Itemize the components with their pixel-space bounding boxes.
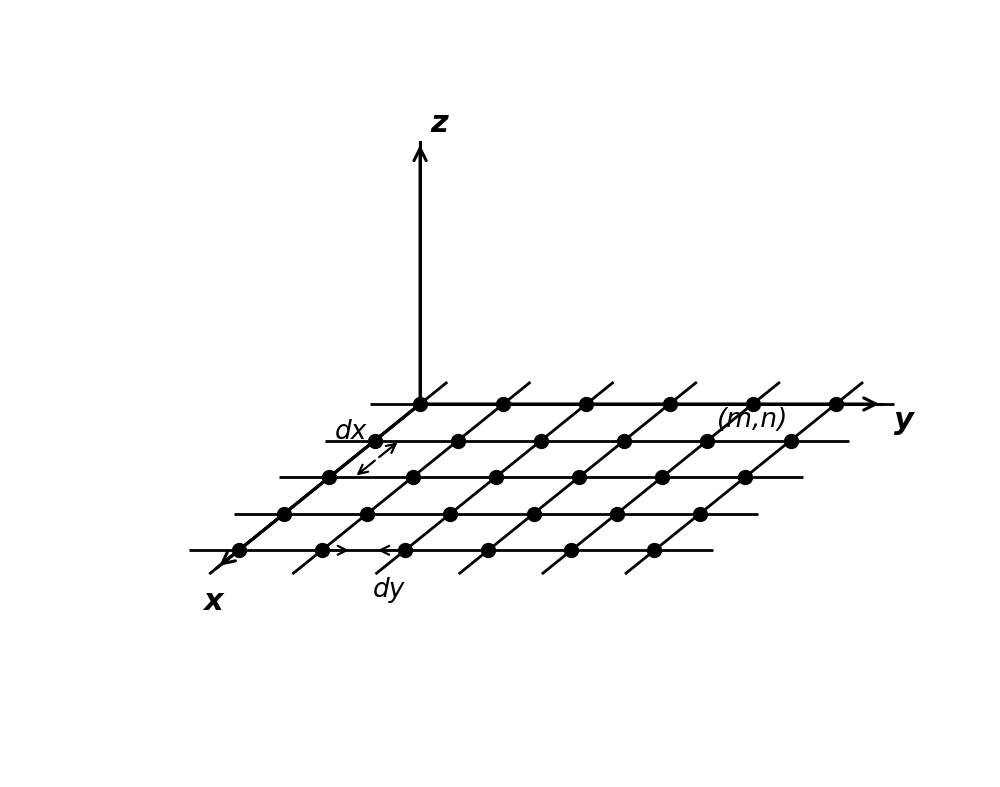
Point xyxy=(480,544,496,556)
Point xyxy=(692,508,708,520)
Point xyxy=(405,471,421,483)
Point xyxy=(646,544,662,556)
Point xyxy=(442,508,458,520)
Point xyxy=(783,434,799,447)
Text: dy: dy xyxy=(373,577,405,603)
Point xyxy=(571,471,587,483)
Point xyxy=(276,508,292,520)
Text: (m,n): (m,n) xyxy=(717,407,788,433)
Text: y: y xyxy=(894,406,914,435)
Point xyxy=(314,544,330,556)
Point xyxy=(745,397,761,410)
Point xyxy=(488,471,504,483)
Text: x: x xyxy=(204,587,223,616)
Point xyxy=(654,471,670,483)
Point xyxy=(578,397,594,410)
Point xyxy=(737,471,753,483)
Point xyxy=(495,397,511,410)
Point xyxy=(397,544,413,556)
Point xyxy=(359,508,375,520)
Point xyxy=(609,508,625,520)
Point xyxy=(367,434,383,447)
Point xyxy=(526,508,542,520)
Point xyxy=(450,434,466,447)
Point xyxy=(563,544,579,556)
Point xyxy=(533,434,549,447)
Point xyxy=(231,544,247,556)
Point xyxy=(616,434,632,447)
Point xyxy=(828,397,844,410)
Text: z: z xyxy=(430,109,448,139)
Point xyxy=(699,434,715,447)
Text: dx: dx xyxy=(335,419,367,445)
Point xyxy=(321,471,337,483)
Point xyxy=(412,397,428,410)
Point xyxy=(662,397,678,410)
